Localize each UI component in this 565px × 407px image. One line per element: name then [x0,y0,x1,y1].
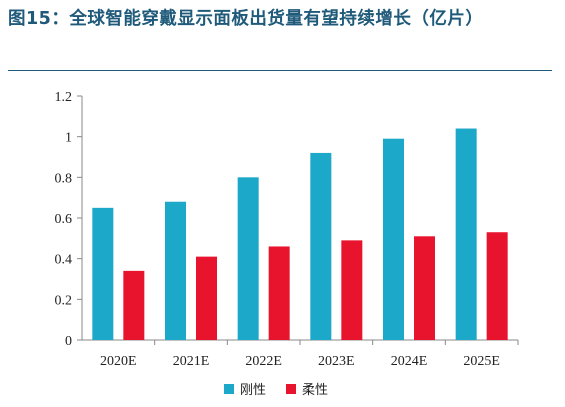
bar-flexible-2024E [414,236,435,340]
bar-flexible-2021E [196,256,217,340]
x-tick-label: 2020E [100,354,137,369]
bar-rigid-2025E [455,128,477,340]
x-tick-label: 2021E [173,354,210,369]
y-tick-label: 0.8 [55,171,73,186]
bar-flexible-2022E [268,246,290,340]
x-tick-label: 2024E [391,354,428,369]
y-tick-label: 0.2 [55,293,73,308]
y-tick-label: 1.2 [55,90,73,105]
chart-title: 图15：全球智能穿戴显示面板出货量有望持续增长（亿片） [8,9,484,29]
legend-swatch [224,384,234,394]
chart-legend: 刚性 柔性 [224,383,328,398]
y-tick-labels: 0 0.2 0.4 0.6 0.8 1 1.2 [55,90,73,349]
bar-flexible-2020E [123,270,145,340]
title-divider [8,70,552,71]
bar-flexible-2025E [486,232,508,340]
bar-rigid-2023E [310,152,332,340]
x-tick-labels: 2020E 2021E 2022E 2023E 2024E 2025E [100,354,500,369]
legend-label: 刚性 [240,383,266,398]
chart-bars [92,128,508,340]
chart-axes [77,95,519,345]
x-tick-label: 2023E [318,354,355,369]
x-tick-label: 2025E [463,354,500,369]
legend-label: 柔性 [302,383,328,398]
y-tick-label: 1 [65,131,72,146]
bar-rigid-2020E [92,207,114,340]
bar-rigid-2022E [237,177,259,340]
bar-rigid-2021E [165,201,186,340]
y-tick-label: 0.4 [55,253,73,268]
y-tick-label: 0.6 [55,212,73,227]
legend-swatch [286,384,296,394]
bar-rigid-2024E [383,138,404,340]
x-tick-label: 2022E [245,354,282,369]
bar-flexible-2023E [341,240,363,340]
y-tick-label: 0 [65,334,72,349]
